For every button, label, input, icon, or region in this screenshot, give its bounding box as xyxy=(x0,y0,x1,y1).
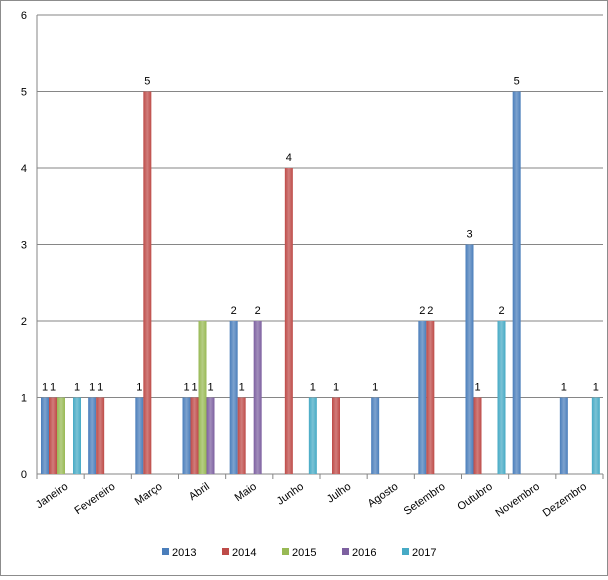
data-label: 1 xyxy=(474,382,480,394)
legend-label: 2014 xyxy=(232,547,256,559)
bar-2014-abril xyxy=(190,397,199,474)
bar-2014-maio xyxy=(237,397,246,474)
data-label: 1 xyxy=(74,382,80,394)
bar-2014-julho xyxy=(332,397,340,474)
legend: 2013 2014 2015 2016 2017 xyxy=(162,547,436,559)
legend-swatch-2014 xyxy=(222,548,229,555)
bars xyxy=(41,91,600,474)
data-label: 5 xyxy=(514,76,520,88)
bar-2017-junho xyxy=(308,397,317,474)
x-tick-label: Janeiro xyxy=(34,481,70,512)
bar-2015-janeiro xyxy=(57,397,65,474)
x-tick-label: Novembro xyxy=(494,481,542,520)
y-tick-label: 3 xyxy=(21,240,27,252)
bar-2013-setembro xyxy=(418,321,427,474)
legend-swatch-2016 xyxy=(342,548,349,555)
x-tick-label: Abril xyxy=(187,481,212,503)
bar-2013-fevereiro xyxy=(88,397,97,474)
legend-label: 2013 xyxy=(172,547,196,559)
data-label: 1 xyxy=(42,382,48,394)
x-tick-label: Julho xyxy=(325,481,353,506)
x-tick-label: Dezembro xyxy=(541,481,589,520)
data-label: 1 xyxy=(183,382,189,394)
y-tick-label: 4 xyxy=(21,163,27,175)
data-label: 1 xyxy=(310,382,316,394)
bar-2013-março xyxy=(135,397,144,474)
x-tick-label: Fevereiro xyxy=(73,481,118,517)
y-tick-label: 1 xyxy=(21,393,27,405)
data-label: 2 xyxy=(419,305,425,317)
bar-2015-abril xyxy=(198,321,207,474)
x-tick-label: Março xyxy=(133,481,165,508)
data-label: 1 xyxy=(561,382,567,394)
data-label: 2 xyxy=(498,305,504,317)
bar-2013-dezembro xyxy=(559,397,568,474)
x-tick-label: Agosto xyxy=(366,481,401,510)
data-label: 2 xyxy=(427,305,433,317)
data-label: 3 xyxy=(466,229,472,241)
data-label: 1 xyxy=(333,382,339,394)
bar-2014-junho xyxy=(284,168,293,474)
data-label: 1 xyxy=(191,382,197,394)
data-label: 4 xyxy=(286,152,292,164)
bar-2016-abril xyxy=(206,397,215,474)
bar-2016-maio xyxy=(253,321,262,474)
data-label: 1 xyxy=(239,382,245,394)
data-label: 5 xyxy=(144,76,150,88)
bar-2013-outubro xyxy=(465,244,474,474)
legend-swatch-2013 xyxy=(162,548,169,555)
bar-2017-outubro xyxy=(497,321,506,474)
legend-label: 2016 xyxy=(352,547,376,559)
x-tick-label: Junho xyxy=(275,481,306,508)
data-label: 1 xyxy=(593,382,599,394)
data-label: 1 xyxy=(207,382,213,394)
bar-2014-janeiro xyxy=(49,397,57,474)
x-tick-label: Maio xyxy=(233,481,259,505)
bar-2013-abril xyxy=(182,397,191,474)
legend-label: 2017 xyxy=(412,547,436,559)
bar-2017-dezembro xyxy=(591,397,600,474)
legend-label: 2015 xyxy=(292,547,316,559)
data-label: 1 xyxy=(50,382,56,394)
bar-2014-setembro xyxy=(426,321,435,474)
bar-2014-fevereiro xyxy=(96,397,105,474)
data-label: 1 xyxy=(89,382,95,394)
bar-2014-março xyxy=(143,91,152,474)
bar-2013-agosto xyxy=(371,397,380,474)
y-tick-label: 5 xyxy=(21,87,27,99)
y-axis-tick-labels: 0 1 2 3 4 5 6 xyxy=(21,10,27,481)
axes xyxy=(36,15,604,479)
bar-2014-outubro xyxy=(473,397,482,474)
x-tick-label: Setembro xyxy=(402,481,448,518)
data-label: 1 xyxy=(97,382,103,394)
x-axis-tick-labels: Janeiro Fevereiro Março Abril Maio Junho Julho… xyxy=(34,481,589,520)
data-label: 2 xyxy=(231,305,237,317)
x-tick-label: Outubro xyxy=(455,481,494,514)
bar-2013-maio xyxy=(229,321,238,474)
legend-swatch-2017 xyxy=(402,548,409,555)
y-tick-label: 0 xyxy=(21,469,27,481)
legend-swatch-2015 xyxy=(282,548,289,555)
bar-2013-janeiro xyxy=(41,397,49,474)
y-tick-label: 6 xyxy=(21,10,27,22)
y-tick-label: 2 xyxy=(21,316,27,328)
data-label: 1 xyxy=(136,382,142,394)
data-label: 1 xyxy=(372,382,378,394)
bar-2017-janeiro xyxy=(73,397,81,474)
data-label: 2 xyxy=(255,305,261,317)
bar-2013-novembro xyxy=(512,91,521,474)
gridlines xyxy=(37,14,603,398)
